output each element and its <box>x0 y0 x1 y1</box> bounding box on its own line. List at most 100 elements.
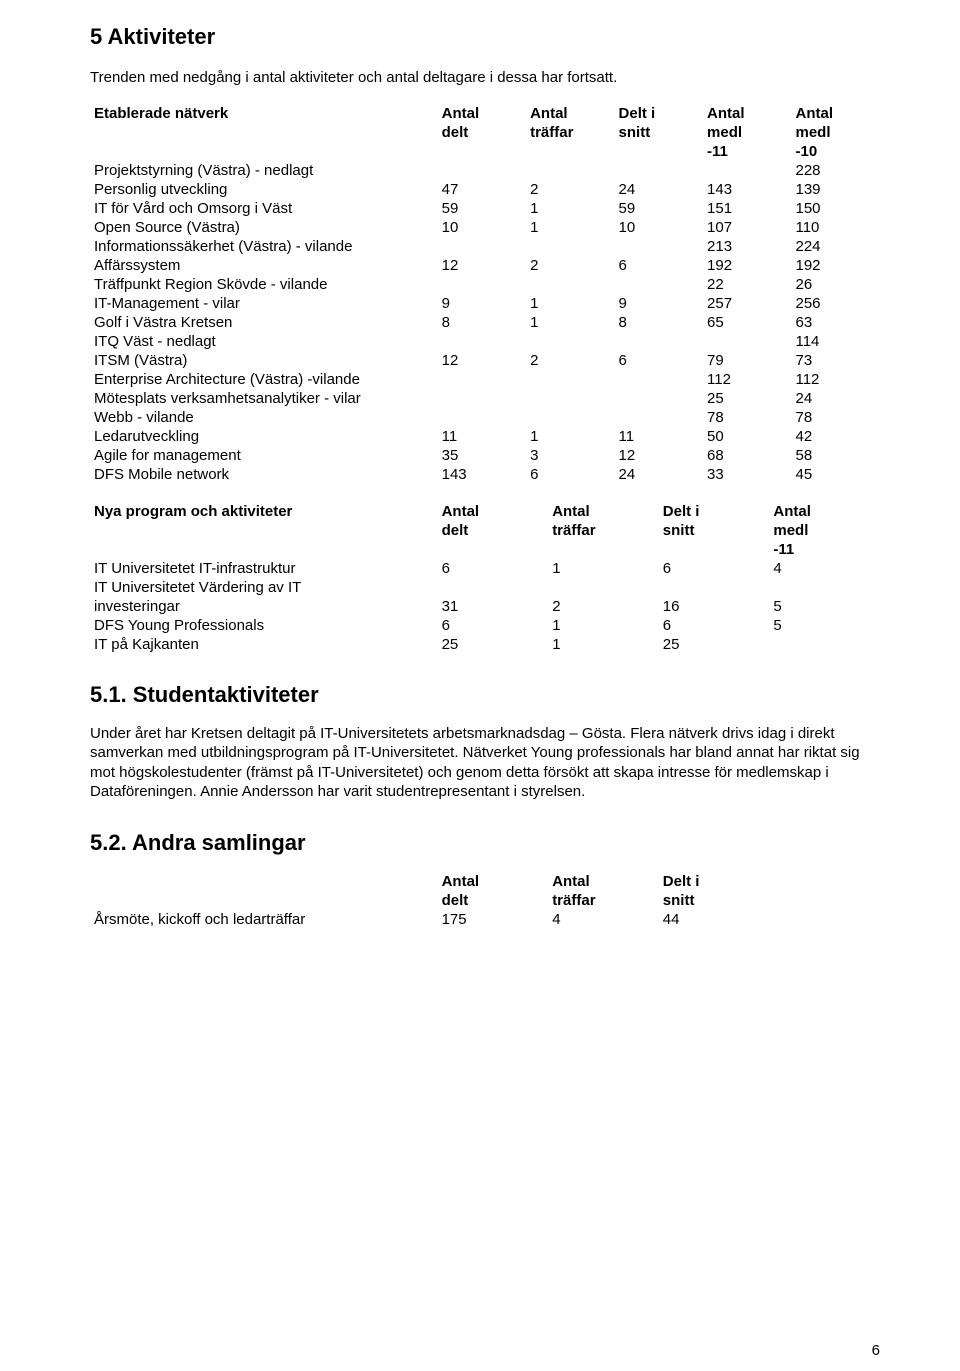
row-label: DFS Young Professionals <box>90 616 438 635</box>
table2-header-row2: delt träffar snitt medl <box>90 521 880 540</box>
cell <box>615 389 703 408</box>
t3-th-c1a: Antal <box>438 872 549 891</box>
t2-th-c4b: medl <box>769 521 880 540</box>
row-label: IT Universitetet Värdering av IT <box>90 578 438 597</box>
table-row: Golf i Västra Kretsen8186563 <box>90 313 880 332</box>
cell: 1 <box>548 616 659 635</box>
cell: 11 <box>438 427 526 446</box>
cell: 151 <box>703 199 791 218</box>
page-number: 6 <box>872 1342 880 1359</box>
row-label: ITSM (Västra) <box>90 351 438 370</box>
cell: 6 <box>615 351 703 370</box>
cell: 1 <box>548 635 659 654</box>
t3-th-c1b: delt <box>438 891 549 910</box>
table-row: investeringar 31 2 16 5 <box>90 597 880 616</box>
cell: 44 <box>659 910 770 929</box>
cell <box>438 408 526 427</box>
cell: 16 <box>659 597 770 616</box>
table2-header-row: Nya program och aktiviteter Antal Antal … <box>90 502 880 521</box>
cell: 139 <box>791 180 880 199</box>
t2-th-c1a: Antal <box>438 502 549 521</box>
cell: 25 <box>703 389 791 408</box>
cell <box>703 161 791 180</box>
table1-header-row2: delt träffar snitt medl medl <box>90 123 880 142</box>
cell: 150 <box>791 199 880 218</box>
cell: 224 <box>791 237 880 256</box>
table-row: Ledarutveckling111115042 <box>90 427 880 446</box>
cell: 12 <box>438 351 526 370</box>
cell: 42 <box>791 427 880 446</box>
table-etablerade-natverk: Etablerade nätverk Antal Antal Delt i An… <box>90 104 880 484</box>
cell: 50 <box>703 427 791 446</box>
cell: 12 <box>615 446 703 465</box>
t2-th-c2b: träffar <box>548 521 659 540</box>
cell: 31 <box>438 597 549 616</box>
cell: 114 <box>791 332 880 351</box>
cell: 228 <box>791 161 880 180</box>
cell: 45 <box>791 465 880 484</box>
row-label: Ledarutveckling <box>90 427 438 446</box>
table1-title: Etablerade nätverk <box>90 104 438 123</box>
row-label: Projektstyrning (Västra) - nedlagt <box>90 161 438 180</box>
row-label: Agile for management <box>90 446 438 465</box>
table-row: Agile for management353126858 <box>90 446 880 465</box>
table-row: IT på Kajkanten 25 1 25 <box>90 635 880 654</box>
cell <box>438 370 526 389</box>
cell: 24 <box>791 389 880 408</box>
cell: 25 <box>659 635 770 654</box>
row-label: Enterprise Architecture (Västra) -viland… <box>90 370 438 389</box>
cell <box>438 275 526 294</box>
cell: 59 <box>438 199 526 218</box>
cell: 47 <box>438 180 526 199</box>
th-antal-traffar-b: träffar <box>526 123 614 142</box>
cell: 11 <box>615 427 703 446</box>
cell: 58 <box>791 446 880 465</box>
cell <box>526 370 614 389</box>
th-antal-delt-b: delt <box>438 123 526 142</box>
t2-th-c4a: Antal <box>769 502 880 521</box>
table2-header-row3: -11 <box>90 540 880 559</box>
t3-th-c2a: Antal <box>548 872 659 891</box>
th-antal-medl11-a: Antal <box>703 104 791 123</box>
cell: 73 <box>791 351 880 370</box>
th-delt-snitt-b: snitt <box>615 123 703 142</box>
cell: 59 <box>615 199 703 218</box>
cell: 5 <box>769 597 880 616</box>
cell: 1 <box>526 427 614 446</box>
row-label: Årsmöte, kickoff och ledarträffar <box>90 910 438 929</box>
row-label: Mötesplats verksamhetsanalytiker - vilar <box>90 389 438 408</box>
cell: 107 <box>703 218 791 237</box>
t2-th-c4c: -11 <box>769 540 880 559</box>
row-label: Affärssystem <box>90 256 438 275</box>
row-label: IT Universitetet IT-infrastruktur <box>90 559 438 578</box>
cell <box>615 237 703 256</box>
page: 5 Aktiviteter Trenden med nedgång i anta… <box>0 0 960 1371</box>
cell: 1 <box>526 313 614 332</box>
cell: 1 <box>526 218 614 237</box>
cell: 1 <box>526 294 614 313</box>
cell: 12 <box>438 256 526 275</box>
cell: 4 <box>769 559 880 578</box>
th-delt-snitt-a: Delt i <box>615 104 703 123</box>
cell: 9 <box>615 294 703 313</box>
row-label: ITQ Väst - nedlagt <box>90 332 438 351</box>
cell: 2 <box>548 597 659 616</box>
table-row: IT för Vård och Omsorg i Väst59159151150 <box>90 199 880 218</box>
cell: 256 <box>791 294 880 313</box>
cell: 143 <box>438 465 526 484</box>
cell <box>615 370 703 389</box>
cell: 4 <box>548 910 659 929</box>
cell <box>438 161 526 180</box>
cell <box>438 389 526 408</box>
cell: 8 <box>438 313 526 332</box>
th-antal-medl11-c: -11 <box>703 142 791 161</box>
cell: 213 <box>703 237 791 256</box>
table3-header-row: Antal Antal Delt i <box>90 872 880 891</box>
cell <box>438 237 526 256</box>
row-label: IT-Management - vilar <box>90 294 438 313</box>
cell <box>615 275 703 294</box>
cell: 10 <box>615 218 703 237</box>
student-paragraph: Under året har Kretsen deltagit på IT-Un… <box>90 724 880 802</box>
table-row: IT Universitetet Värdering av IT <box>90 578 880 597</box>
cell: 24 <box>615 465 703 484</box>
